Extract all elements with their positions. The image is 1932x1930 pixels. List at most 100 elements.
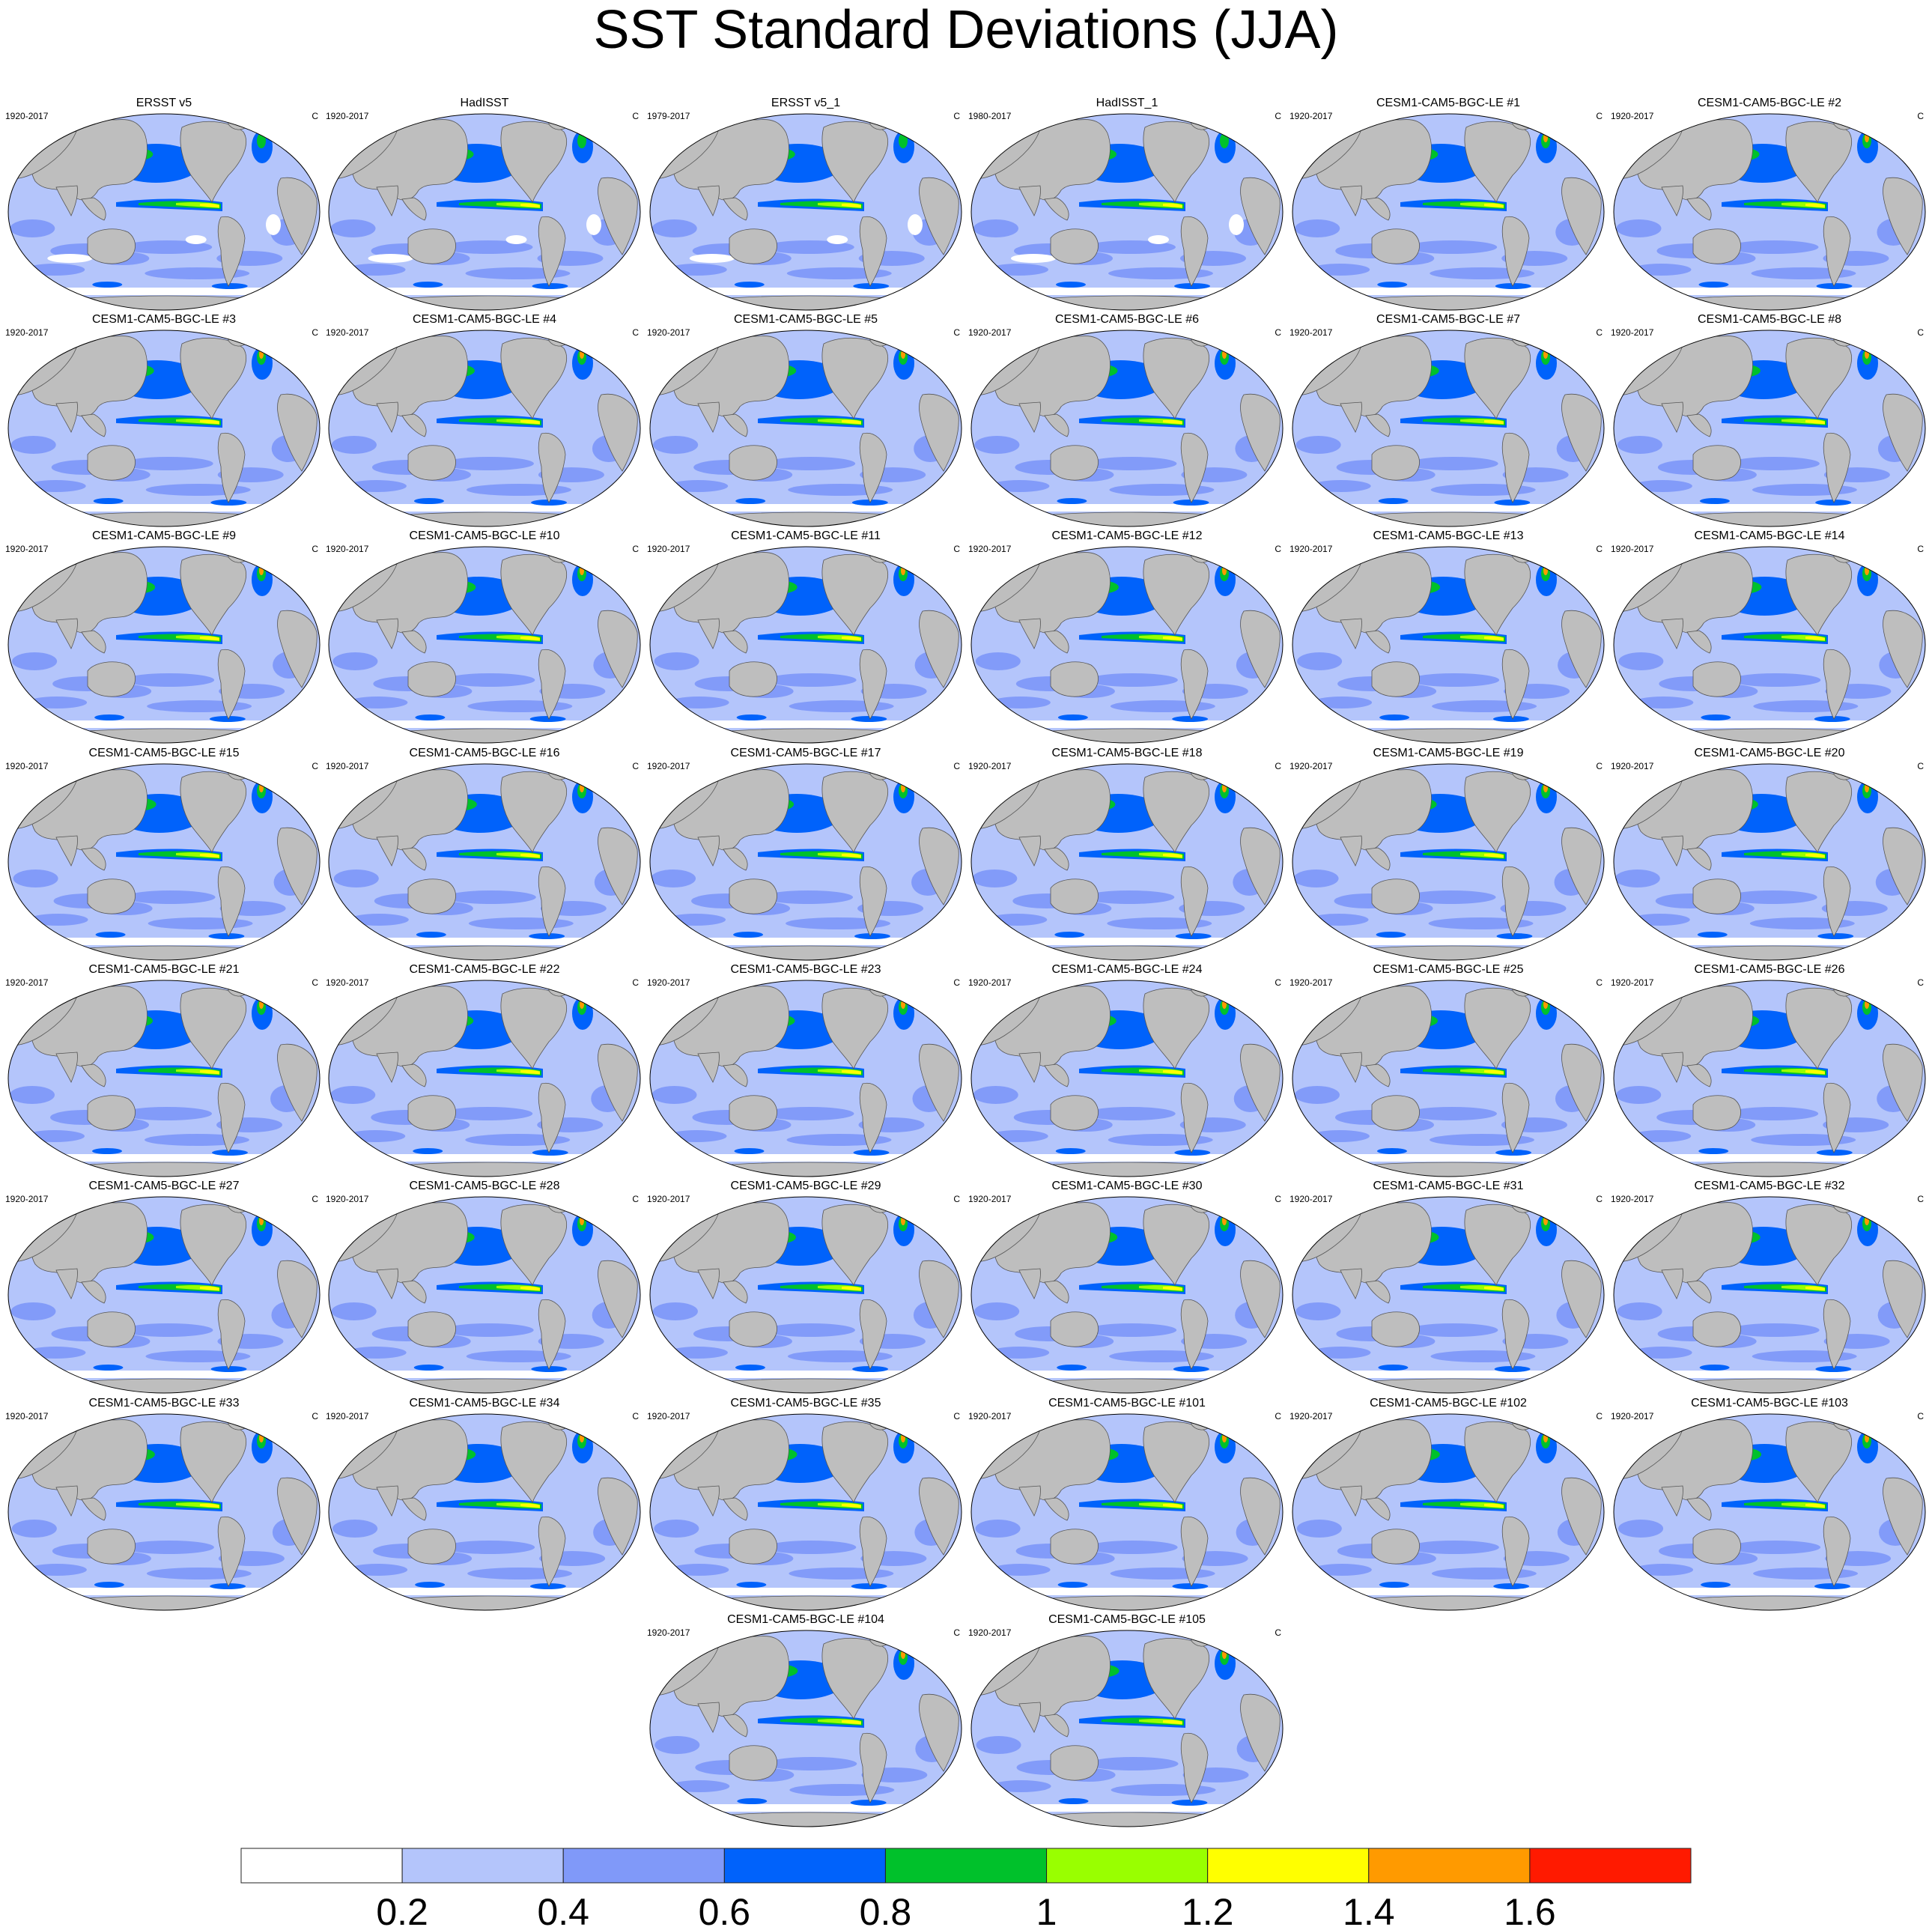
sst-map [649, 763, 962, 961]
sst-map [1292, 1413, 1605, 1611]
panel-period: 1920-2017 [5, 327, 49, 338]
land-africa [919, 1260, 959, 1338]
map-panel: CESM1-CAM5-BGC-LE #33 1920-2017 C [4, 1398, 324, 1615]
land-australia [1371, 878, 1420, 914]
map-panel: CESM1-CAM5-BGC-LE #102 1920-2017 C [1288, 1398, 1609, 1615]
land-greenland [1512, 1198, 1533, 1213]
sst-map [970, 546, 1284, 744]
colorbar-swatch [240, 1848, 403, 1884]
land-india [1661, 618, 1683, 649]
land-samerica [1501, 1516, 1530, 1587]
panel-units: C [312, 761, 318, 771]
colorbar-tick-label: 0.2 [376, 1891, 428, 1930]
panel-title: CESM1-CAM5-BGC-LE #22 [409, 963, 560, 976]
land-australia [407, 1311, 456, 1347]
land-australia [87, 1095, 136, 1131]
land-samerica [538, 866, 566, 937]
land-australia [729, 878, 777, 914]
map-border [7, 113, 321, 311]
panel-period: 1920-2017 [1289, 544, 1333, 554]
land-india [376, 1052, 398, 1083]
sst-map [7, 113, 321, 311]
land-india [1340, 1052, 1362, 1083]
land-africa [277, 1477, 318, 1556]
land-seasia [1044, 847, 1069, 871]
land-india [697, 1268, 720, 1299]
map-panel: CESM1-CAM5-BGC-LE #8 1920-2017 C [1609, 314, 1930, 531]
sst-map [328, 763, 641, 961]
panel-title: CESM1-CAM5-BGC-LE #14 [1694, 529, 1845, 542]
panel-units: C [1275, 544, 1281, 554]
panel-title: CESM1-CAM5-BGC-LE #7 [1376, 313, 1521, 326]
sst-map [328, 1413, 641, 1611]
panel-title: CESM1-CAM5-BGC-LE #2 [1697, 97, 1842, 109]
land-samerica [1180, 649, 1209, 720]
land-greenland [1191, 981, 1212, 997]
map-border [1292, 1413, 1605, 1611]
land-antarctica [368, 1162, 604, 1177]
panel-period: 1920-2017 [1289, 1194, 1333, 1204]
land-antarctica [1011, 945, 1247, 960]
land-india [376, 401, 398, 433]
panel-title: CESM1-CAM5-BGC-LE #35 [730, 1397, 881, 1409]
panel-units: C [1917, 761, 1924, 771]
panel-units: C [1917, 327, 1924, 338]
panel-title: CESM1-CAM5-BGC-LE #105 [1048, 1613, 1206, 1626]
land-australia [1050, 228, 1099, 264]
land-africa [277, 1043, 318, 1122]
land-samerica [1501, 432, 1530, 503]
land-samerica [217, 649, 246, 720]
land-australia [87, 1311, 136, 1347]
panel-title: CESM1-CAM5-BGC-LE #34 [409, 1397, 560, 1409]
sst-map [1292, 980, 1605, 1177]
map-panel: CESM1-CAM5-BGC-LE #21 1920-2017 C [4, 964, 324, 1181]
land-greenland [1191, 331, 1212, 347]
land-samerica [1823, 649, 1851, 720]
land-greenland [228, 981, 249, 997]
land-seasia [1044, 1497, 1069, 1521]
land-greenland [548, 1415, 569, 1430]
panel-title: CESM1-CAM5-BGC-LE #104 [727, 1613, 884, 1626]
map-border [7, 763, 321, 961]
land-india [697, 1702, 720, 1733]
panel-units: C [953, 1194, 960, 1204]
land-antarctica [1332, 1162, 1568, 1177]
map-border [649, 763, 962, 961]
panel-title: CESM1-CAM5-BGC-LE #15 [88, 747, 240, 759]
land-samerica [1180, 432, 1209, 503]
panel-title: CESM1-CAM5-BGC-LE #23 [730, 963, 881, 976]
land-seasia [81, 1280, 106, 1304]
land-antarctica [1653, 512, 1889, 526]
land-antarctica [48, 512, 284, 526]
land-africa [277, 827, 318, 905]
panel-units: C [953, 327, 960, 338]
sst-map [1613, 113, 1926, 311]
map-panel: CESM1-CAM5-BGC-LE #6 1920-2017 C [967, 314, 1287, 531]
land-antarctica [368, 512, 604, 526]
sst-map [7, 980, 321, 1177]
land-greenland [869, 1631, 890, 1647]
sst-map [7, 1196, 321, 1394]
land-samerica [1180, 1516, 1209, 1587]
map-panel: CESM1-CAM5-BGC-LE #5 1920-2017 C [645, 314, 966, 531]
map-border [328, 1413, 641, 1611]
panel-period: 1920-2017 [326, 977, 369, 988]
land-greenland [1512, 981, 1533, 997]
sst-map [970, 763, 1284, 961]
sst-map [1292, 330, 1605, 527]
map-border [328, 113, 641, 311]
land-africa [919, 393, 959, 472]
land-greenland [228, 1198, 249, 1213]
map-border [328, 763, 641, 961]
panel-units: C [1917, 544, 1924, 554]
sst-map [970, 1630, 1284, 1827]
map-panel: CESM1-CAM5-BGC-LE #4 1920-2017 C [324, 314, 645, 531]
land-greenland [1191, 765, 1212, 780]
panel-title: CESM1-CAM5-BGC-LE #17 [730, 747, 881, 759]
land-india [697, 1485, 720, 1517]
land-samerica [859, 866, 887, 937]
panel-units: C [1275, 761, 1281, 771]
land-seasia [81, 413, 106, 437]
panel-title: CESM1-CAM5-BGC-LE #24 [1051, 963, 1203, 976]
land-india [697, 401, 720, 433]
